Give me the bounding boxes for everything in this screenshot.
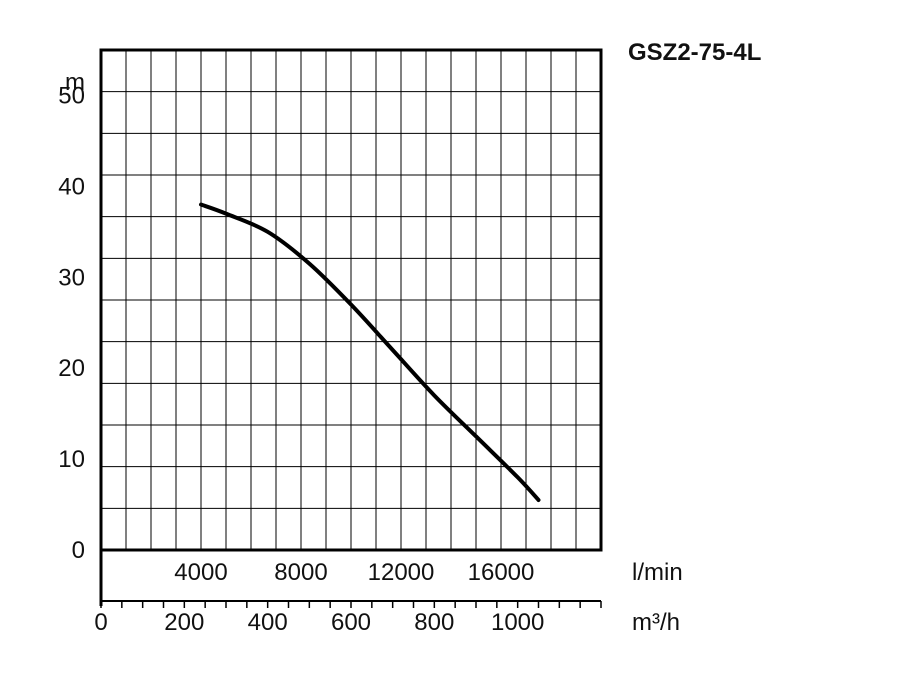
chart-labels: GSZ2-75-4L m l/min m³/h 0 10 20 30 40 50 0 200 4… [58,39,761,636]
y-tick-label: 50 [58,82,85,109]
x-axis-unit-label-lmin: l/min [632,559,683,586]
x-axis-unit-label-m3h: m³/h [632,609,680,636]
x-tick-label-m3h: 800 [414,609,454,636]
x-tick-label-m3h: 0 [94,609,107,636]
y-tick-label: 10 [58,446,85,473]
x-tick-label-m3h: 1000 [491,609,544,636]
y-tick-label: 20 [58,355,85,382]
y-tick-label: 30 [58,264,85,291]
performance-curve [199,202,541,502]
x-tick-label-m3h: 400 [248,609,288,636]
y-tick-label: 0 [72,537,85,564]
x-tick-label-lmin: 16000 [468,559,535,586]
chart-axes [99,550,602,608]
chart-title: GSZ2-75-4L [628,39,761,66]
x-tick-label-m3h: 600 [331,609,371,636]
x-tick-label-m3h: 200 [164,609,204,636]
x-tick-label-lmin: 12000 [368,559,435,586]
chart-series [199,202,541,502]
x-tick-label-lmin: 4000 [174,559,227,586]
y-tick-label: 40 [58,173,85,200]
plot-area-frame [99,48,603,552]
y-axis-unit-label: m [65,69,85,96]
chart-grid [101,50,601,550]
x-tick-label-lmin: 8000 [274,559,327,586]
